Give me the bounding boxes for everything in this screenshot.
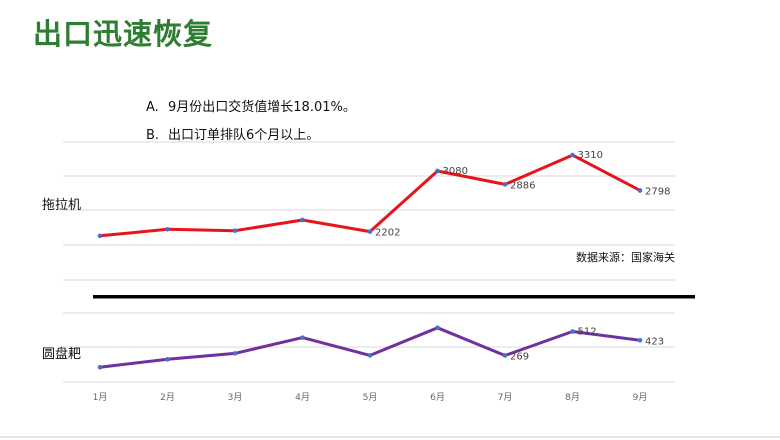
bullet-b: B. 出口订单排队6个月以上。 bbox=[146, 124, 319, 143]
harrow-series-label: 圆盘耙 bbox=[42, 346, 81, 362]
slide-title: 出口迅速恢复 bbox=[33, 17, 214, 51]
tractor-point bbox=[502, 182, 508, 187]
harrow-data-label: 269 bbox=[510, 351, 529, 362]
harrow-point bbox=[502, 353, 508, 358]
harrow-point bbox=[232, 351, 238, 356]
harrow-point bbox=[300, 335, 305, 340]
harrow-data-label: 512 bbox=[578, 327, 597, 338]
harrow-point bbox=[435, 325, 440, 331]
tractor-point bbox=[97, 233, 103, 239]
tractor-point bbox=[637, 188, 643, 193]
tractor-point bbox=[435, 168, 440, 174]
tractor-point bbox=[300, 217, 305, 223]
tractor-point bbox=[165, 226, 170, 232]
x-tick-label: 9月 bbox=[633, 392, 648, 403]
harrow-gridlines bbox=[63, 312, 675, 383]
tractor-data-label: 2798 bbox=[645, 186, 670, 197]
bullet-b-text: 出口订单排队6个月以上。 bbox=[168, 128, 320, 143]
tractor-gridlines bbox=[63, 141, 675, 281]
tractor-data-label: 2202 bbox=[375, 228, 400, 239]
source-note: 数据来源：国家海关 bbox=[576, 250, 675, 264]
x-tick-label: 1月 bbox=[93, 392, 108, 403]
harrow-point bbox=[367, 353, 373, 358]
x-tick-label: 5月 bbox=[363, 392, 378, 403]
tractor-series: 2202 3080 2886 3310 2798 bbox=[97, 150, 670, 239]
tractor-point bbox=[367, 229, 373, 234]
tractor-data-label: 3080 bbox=[443, 166, 468, 177]
x-tick-label: 4月 bbox=[295, 392, 310, 403]
bullet-a-letter: A. bbox=[146, 100, 159, 115]
tractor-data-label: 3310 bbox=[578, 150, 603, 161]
x-axis-ticks: 1月 2月 3月 4月 5月 6月 7月 8月 9月 bbox=[93, 392, 648, 403]
bullet-a: A. 9月份出口交货值增长18.01%。 bbox=[146, 96, 356, 115]
bullet-b-letter: B. bbox=[146, 128, 160, 143]
tractor-data-label: 2886 bbox=[510, 180, 535, 191]
tractor-point bbox=[570, 152, 575, 158]
harrow-data-label: 423 bbox=[645, 336, 664, 347]
x-tick-label: 3月 bbox=[228, 392, 243, 403]
x-tick-label: 8月 bbox=[565, 392, 580, 403]
x-tick-label: 2月 bbox=[160, 392, 175, 403]
tractor-point bbox=[232, 228, 238, 233]
x-tick-label: 7月 bbox=[498, 392, 513, 403]
harrow-point bbox=[637, 338, 643, 343]
harrow-point bbox=[570, 329, 575, 334]
bullet-a-text: 9月份出口交货值增长18.01%。 bbox=[168, 100, 356, 115]
harrow-series: 269 512 423 bbox=[97, 325, 664, 370]
harrow-point bbox=[97, 364, 103, 370]
tractor-line bbox=[99, 153, 641, 238]
bottom-rule bbox=[0, 436, 780, 438]
section-divider bbox=[93, 295, 695, 299]
harrow-point bbox=[165, 357, 170, 362]
tractor-series-label: 拖拉机 bbox=[42, 198, 81, 213]
x-tick-label: 6月 bbox=[430, 392, 445, 403]
